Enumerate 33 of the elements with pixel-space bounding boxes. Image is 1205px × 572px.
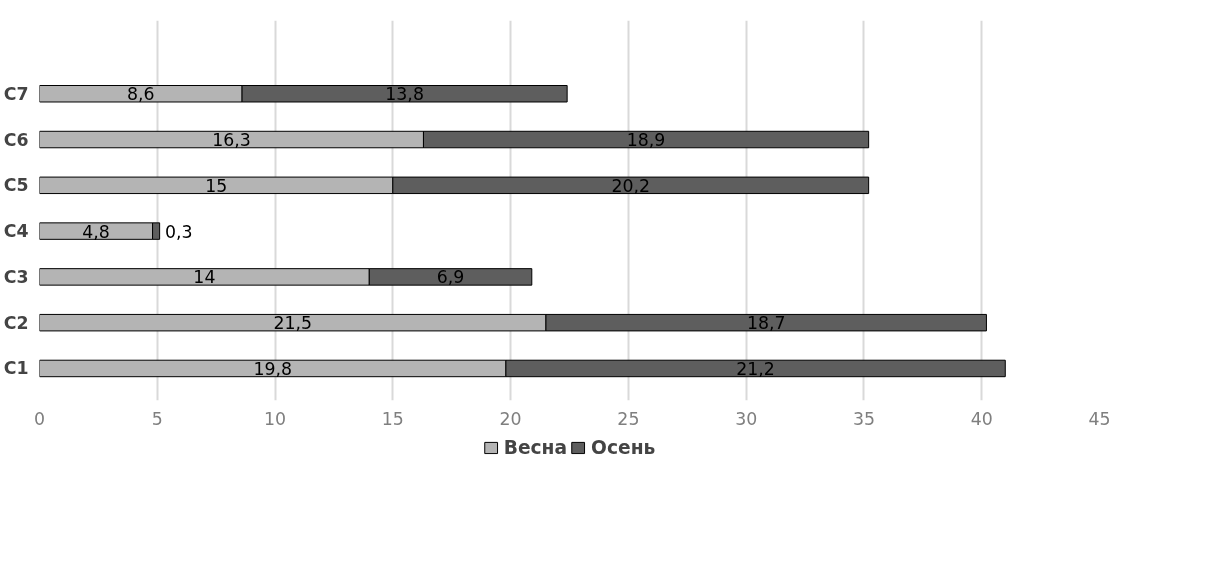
x-tick-label: 20 [499, 408, 522, 429]
legend-label: Осень [591, 436, 656, 458]
y-tick-label: C6 [3, 129, 29, 150]
x-tick-label: 30 [735, 408, 758, 429]
x-tick-label: 0 [33, 408, 46, 429]
data-label: 18,9 [626, 130, 666, 151]
legend-label: Весна [503, 436, 568, 458]
data-label: 13,8 [385, 84, 424, 105]
data-label: 0,3 [164, 221, 193, 242]
data-label: 14 [193, 267, 216, 288]
data-label: 8,6 [127, 84, 155, 105]
data-label: 19,8 [253, 358, 292, 379]
y-tick-label: C2 [3, 312, 29, 333]
y-tick-label: C5 [3, 175, 29, 196]
y-tick-label: C3 [3, 266, 29, 287]
data-label: 20,2 [611, 175, 651, 196]
data-label: 4,8 [82, 221, 110, 242]
x-tick-label: 40 [970, 408, 993, 429]
x-tick-label: 25 [617, 408, 640, 429]
y-tick-label: C7 [3, 83, 29, 104]
x-tick-label: 10 [264, 408, 287, 429]
x-tick-label: 45 [1088, 408, 1111, 429]
x-tick-label: 15 [381, 408, 404, 429]
x-tick-label: 35 [852, 408, 875, 429]
x-tick-label: 5 [151, 408, 163, 429]
data-label: 18,7 [746, 313, 786, 334]
data-label: 21,2 [736, 358, 775, 379]
data-label: 16,3 [212, 130, 251, 151]
data-label: 15 [205, 175, 228, 196]
data-label: 21,5 [273, 313, 313, 334]
y-tick-label: C1 [3, 358, 29, 379]
y-tick-label: C4 [3, 221, 29, 242]
data-label: 6,9 [436, 267, 465, 288]
